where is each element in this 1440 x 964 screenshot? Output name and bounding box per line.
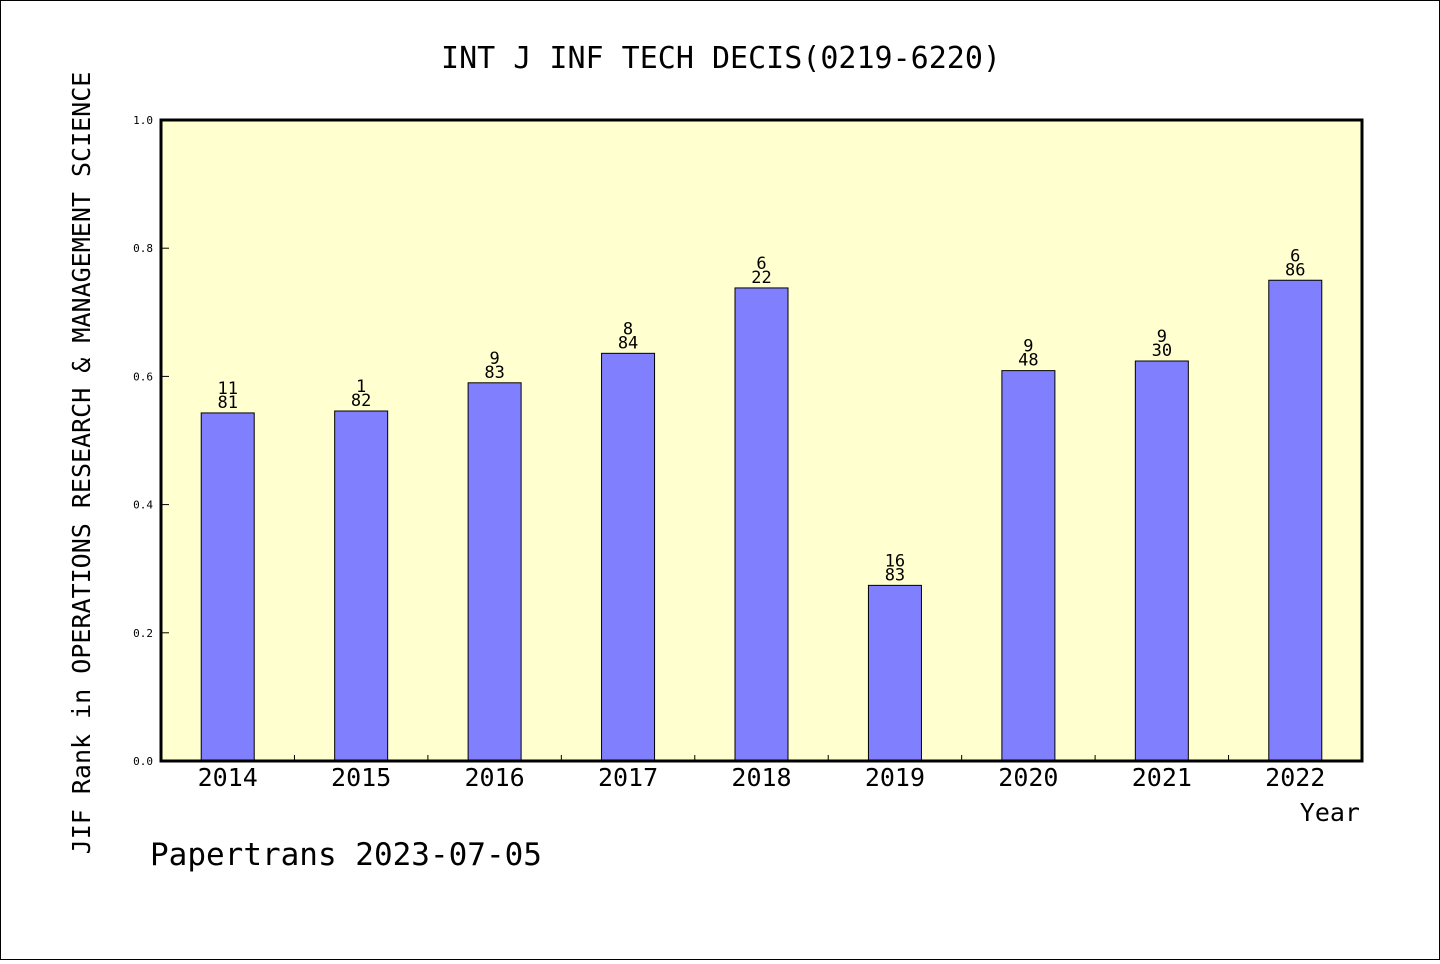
footer-text: Papertrans 2023-07-05: [150, 837, 542, 873]
x-ticks-group: 2014 2015 2016 2017 2018 2019 2020 2021 2022: [198, 755, 1325, 792]
bar-label-top: 11: [217, 379, 237, 399]
bar-label-bottom: 84: [618, 333, 638, 353]
x-tick-label: 2019: [865, 763, 925, 792]
x-tick-label: 2021: [1132, 763, 1192, 792]
x-axis-label: Year: [1300, 798, 1360, 827]
bar-label-bottom: 83: [484, 363, 504, 383]
x-tick-label: 2020: [998, 763, 1058, 792]
y-tick-label: 0.2: [133, 627, 153, 640]
bar-label-top: 16: [885, 551, 905, 571]
x-tick-label: 2014: [198, 763, 258, 792]
bar-label-top: 8: [623, 319, 633, 339]
bar-label-bottom: 30: [1152, 341, 1172, 361]
bar-2015: [334, 410, 389, 762]
bars-group: [200, 279, 1323, 762]
bar-label-top: 9: [1157, 327, 1167, 347]
bar-label-top: 6: [756, 254, 766, 274]
bar-label-bottom: 83: [885, 565, 905, 585]
bar-label-top: 1: [356, 377, 366, 397]
x-tick-label: 2016: [465, 763, 525, 792]
bar-2018: [734, 287, 789, 762]
y-ticks-group: 0.0 0.2 0.4 0.6 0.8 1.0: [133, 114, 169, 768]
bar-label-bottom: 82: [351, 391, 371, 411]
bar-2016: [467, 382, 522, 762]
y-axis-label: JIF Rank in OPERATIONS RESEARCH & MANAGE…: [67, 72, 96, 855]
y-tick-label: 1.0: [133, 114, 153, 127]
x-tick-label: 2015: [331, 763, 391, 792]
bar-label-bottom: 22: [751, 268, 771, 288]
bar-2020: [1001, 370, 1056, 762]
bar-2022: [1268, 279, 1323, 762]
x-tick-label: 2017: [598, 763, 658, 792]
y-tick-label: 0.6: [133, 370, 153, 383]
bar-label-bottom: 86: [1285, 260, 1305, 280]
chart-title: INT J INF TECH DECIS(0219-6220): [441, 41, 1001, 76]
bar-label-top: 6: [1290, 246, 1300, 266]
bar-label-top: 9: [1023, 337, 1033, 357]
bar-2019: [867, 584, 922, 762]
bar-2017: [601, 352, 656, 762]
x-tick-label: 2022: [1265, 763, 1325, 792]
bar-2014: [200, 412, 255, 762]
bar-label-bottom: 48: [1018, 351, 1038, 371]
bar-label-bottom: 81: [217, 393, 237, 413]
plot-border: [159, 118, 1364, 763]
y-tick-label: 0.8: [133, 242, 153, 255]
y-tick-label: 0.4: [133, 499, 153, 512]
bar-2021: [1134, 360, 1189, 762]
x-tick-label: 2018: [731, 763, 791, 792]
y-tick-label: 0.0: [133, 755, 153, 768]
bar-label-top: 9: [489, 349, 499, 369]
